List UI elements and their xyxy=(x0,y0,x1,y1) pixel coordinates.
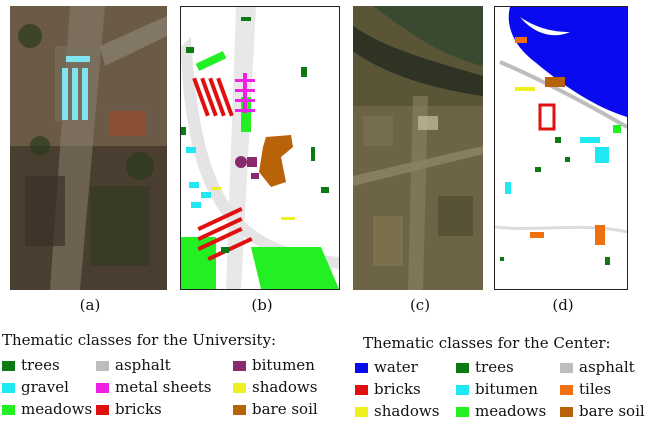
legend-swatch xyxy=(96,383,109,393)
legend-swatch xyxy=(560,407,573,417)
center-legend-item: asphalt xyxy=(560,358,635,376)
center-legend-item: shadows xyxy=(355,402,439,420)
legend-swatch xyxy=(233,405,246,415)
center-legend-item: bricks xyxy=(355,380,421,398)
university-ground-truth-map xyxy=(180,6,340,290)
center-legend-item: water xyxy=(355,358,418,376)
center-legend-item: bare soil xyxy=(560,402,645,420)
university-legend-item: meadows xyxy=(2,400,92,418)
center-legend-item: trees xyxy=(456,358,514,376)
university-legend-item: trees xyxy=(2,356,60,374)
legend-swatch xyxy=(96,361,109,371)
university-legend-item: bare soil xyxy=(233,400,318,418)
center-legend-title: Thematic classes for the Center: xyxy=(363,334,611,352)
university-legend-item: asphalt xyxy=(96,356,171,374)
caption-b: (b) xyxy=(251,296,273,314)
university-legend-title: Thematic classes for the University: xyxy=(2,331,277,349)
legend-swatch xyxy=(456,363,469,373)
center-aerial-image xyxy=(353,6,483,290)
legend-swatch xyxy=(96,405,109,415)
caption-d: (d) xyxy=(552,296,574,314)
legend-swatch xyxy=(2,361,15,371)
legend-swatch xyxy=(355,363,368,373)
legend-swatch xyxy=(456,385,469,395)
center-aerial-graphic xyxy=(353,6,483,290)
university-legend-item: shadows xyxy=(233,378,317,396)
center-legend-item: tiles xyxy=(560,380,611,398)
university-ground-truth-graphic xyxy=(181,7,339,289)
legend-swatch xyxy=(355,407,368,417)
legend-swatch xyxy=(456,407,469,417)
university-aerial-graphic xyxy=(10,6,167,290)
legend-swatch xyxy=(560,385,573,395)
university-legend-item: bricks xyxy=(96,400,162,418)
caption-a: (a) xyxy=(79,296,101,314)
legend-swatch xyxy=(560,363,573,373)
university-legend-item: metal sheets xyxy=(96,378,211,396)
university-legend-item: bitumen xyxy=(233,356,315,374)
university-legend-item: gravel xyxy=(2,378,69,396)
caption-c: (c) xyxy=(409,296,431,314)
university-aerial-image xyxy=(10,6,167,290)
center-ground-truth-graphic xyxy=(495,7,627,289)
legend-swatch xyxy=(233,361,246,371)
center-legend-item: bitumen xyxy=(456,380,538,398)
legend-swatch xyxy=(355,385,368,395)
legend-swatch xyxy=(2,383,15,393)
center-ground-truth-map xyxy=(494,6,628,290)
center-legend-item: meadows xyxy=(456,402,546,420)
legend-swatch xyxy=(2,405,15,415)
legend-swatch xyxy=(233,383,246,393)
